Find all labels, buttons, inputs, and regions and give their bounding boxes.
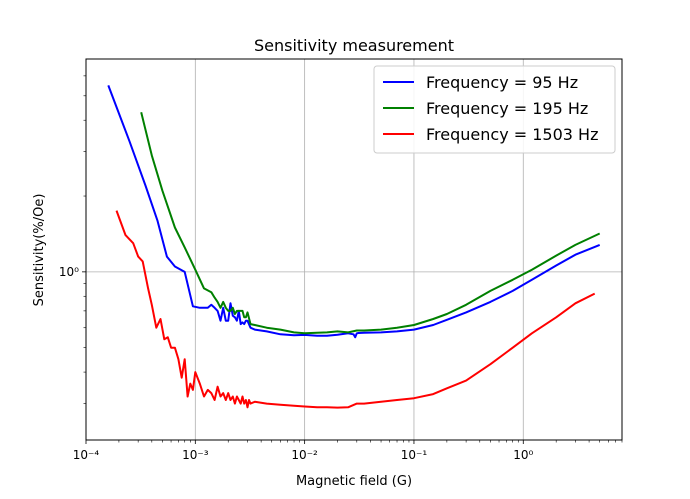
x-tick-label: 10⁻¹ <box>401 448 428 462</box>
x-tick-label: 10⁰ <box>513 448 533 462</box>
axis-ticks: 10⁻⁴ 10⁻³ 10⁻² 10⁻¹ 10⁰ 10⁰ <box>59 75 623 462</box>
axes-frame <box>85 58 623 441</box>
series-line-95hz <box>107 85 601 339</box>
chart-title: Sensitivity measurement <box>254 36 454 55</box>
series-line-195hz <box>140 112 601 335</box>
x-tick-label: 10⁻⁴ <box>73 448 100 462</box>
x-tick-label: 10⁻² <box>291 448 318 462</box>
legend-box <box>373 65 616 154</box>
series-line-1503hz <box>115 210 596 409</box>
legend-label-195hz: Frequency = 195 Hz <box>426 99 588 118</box>
x-axis-label: Magnetic field (G) <box>296 474 412 489</box>
y-axis-label: Sensitivity(%/Oe) <box>32 194 47 307</box>
legend-label-1503hz: Frequency = 1503 Hz <box>426 125 598 144</box>
legend: Frequency = 95 Hz Frequency = 195 Hz Fre… <box>373 65 616 154</box>
legend-label-95hz: Frequency = 95 Hz <box>426 73 578 92</box>
x-tick-label: 10⁻³ <box>182 448 209 462</box>
series-lines <box>107 85 601 409</box>
y-tick-label: 10⁰ <box>59 265 79 279</box>
